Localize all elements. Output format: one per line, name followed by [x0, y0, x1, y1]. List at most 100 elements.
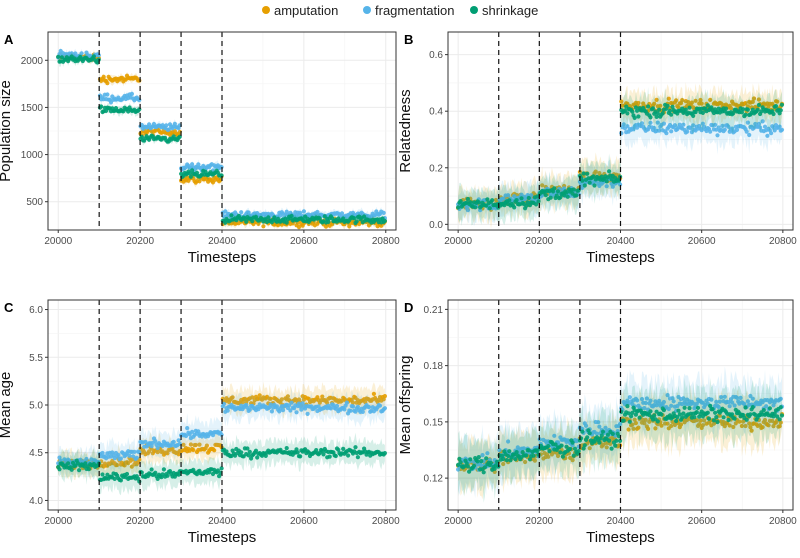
point-shrinkage — [124, 471, 130, 477]
point-shrinkage — [190, 168, 195, 173]
point-amputation — [593, 169, 598, 174]
point-shrinkage — [355, 455, 360, 460]
point-amputation — [646, 426, 651, 431]
point-amputation — [212, 448, 217, 453]
point-shrinkage — [362, 214, 367, 219]
point-fragmentation — [334, 403, 340, 409]
point-amputation — [676, 105, 681, 110]
point-shrinkage — [555, 189, 561, 194]
x-tick-label: 20400 — [607, 236, 635, 247]
point-shrinkage — [600, 429, 606, 434]
point-fragmentation — [298, 210, 303, 215]
y-tick-label: 0.6 — [429, 50, 443, 61]
point-shrinkage — [713, 410, 718, 415]
point-amputation — [155, 450, 160, 455]
point-shrinkage — [687, 406, 692, 411]
point-shrinkage — [646, 104, 651, 109]
point-shrinkage — [382, 218, 387, 223]
point-amputation — [176, 452, 181, 457]
point-shrinkage — [91, 54, 96, 59]
point-shrinkage — [250, 219, 255, 224]
point-fragmentation — [176, 438, 181, 443]
x-tick-label: 20000 — [444, 516, 472, 527]
point-shrinkage — [247, 449, 252, 454]
point-fragmentation — [596, 420, 601, 425]
point-amputation — [739, 423, 745, 429]
point-shrinkage — [667, 108, 673, 113]
point-shrinkage — [139, 470, 144, 475]
point-fragmentation — [137, 450, 142, 455]
x-tick-label: 20800 — [372, 236, 400, 247]
point-amputation — [698, 418, 703, 423]
point-fragmentation — [105, 92, 110, 97]
point-shrinkage — [625, 111, 630, 116]
point-fragmentation — [219, 432, 224, 437]
point-fragmentation — [652, 125, 657, 131]
point-shrinkage — [244, 219, 249, 224]
point-amputation — [699, 101, 704, 106]
point-shrinkage — [580, 178, 585, 183]
point-shrinkage — [471, 463, 477, 468]
point-fragmentation — [183, 433, 189, 439]
point-fragmentation — [727, 404, 732, 409]
point-shrinkage — [525, 200, 530, 205]
point-shrinkage — [508, 458, 513, 463]
point-shrinkage — [571, 187, 576, 192]
point-shrinkage — [56, 54, 61, 59]
point-fragmentation — [745, 120, 751, 125]
point-shrinkage — [194, 170, 200, 175]
point-shrinkage — [687, 105, 692, 110]
point-shrinkage — [546, 444, 551, 449]
point-fragmentation — [700, 121, 706, 126]
point-fragmentation — [719, 395, 724, 400]
point-fragmentation — [84, 456, 89, 462]
point-fragmentation — [685, 129, 690, 134]
point-shrinkage — [571, 453, 576, 458]
point-fragmentation — [305, 411, 310, 416]
point-amputation — [570, 458, 575, 463]
point-shrinkage — [57, 467, 62, 472]
point-shrinkage — [695, 405, 701, 410]
ribbon-shrinkage — [458, 87, 782, 226]
point-shrinkage — [681, 411, 686, 416]
point-shrinkage — [253, 448, 259, 453]
y-tick-label: 0.4 — [429, 107, 443, 118]
point-shrinkage — [272, 215, 277, 220]
x-tick-label: 20400 — [208, 516, 236, 527]
point-fragmentation — [160, 443, 165, 449]
point-amputation — [631, 426, 636, 431]
point-shrinkage — [773, 104, 779, 109]
point-fragmentation — [779, 127, 785, 132]
point-fragmentation — [644, 396, 650, 401]
x-tick-label: 20800 — [372, 516, 400, 527]
y-axis-title: Population size — [0, 80, 14, 182]
point-shrinkage — [382, 451, 387, 456]
point-shrinkage — [605, 432, 611, 437]
point-fragmentation — [619, 131, 624, 136]
point-shrinkage — [69, 467, 74, 472]
panel-label: C — [4, 300, 14, 315]
point-shrinkage — [457, 456, 462, 461]
point-shrinkage — [693, 110, 698, 115]
point-shrinkage — [675, 415, 680, 420]
point-shrinkage — [610, 431, 615, 436]
point-amputation — [630, 422, 635, 427]
point-fragmentation — [239, 210, 244, 215]
point-amputation — [766, 423, 771, 428]
point-shrinkage — [574, 193, 579, 198]
point-fragmentation — [190, 162, 195, 167]
point-amputation — [760, 425, 765, 430]
point-fragmentation — [521, 446, 527, 451]
point-amputation — [101, 74, 106, 79]
point-fragmentation — [648, 398, 653, 403]
point-shrinkage — [219, 173, 224, 178]
panel-A: 20000 20200 20400 20600 20800 500 1000 1500 2000… — [0, 31, 400, 266]
point-shrinkage — [657, 107, 662, 112]
point-fragmentation — [657, 398, 662, 403]
point-fragmentation — [730, 400, 735, 405]
x-tick-label: 20200 — [126, 516, 154, 527]
point-fragmentation — [79, 51, 84, 56]
point-amputation — [775, 99, 780, 104]
point-amputation — [642, 421, 647, 426]
point-amputation — [381, 397, 386, 402]
